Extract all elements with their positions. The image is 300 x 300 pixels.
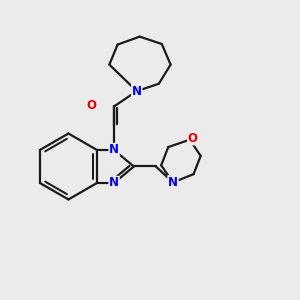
- Text: N: N: [109, 143, 119, 157]
- Text: O: O: [188, 132, 198, 145]
- Text: N: N: [132, 85, 142, 98]
- Text: N: N: [109, 176, 119, 190]
- Text: N: N: [168, 176, 178, 189]
- Text: O: O: [86, 99, 96, 112]
